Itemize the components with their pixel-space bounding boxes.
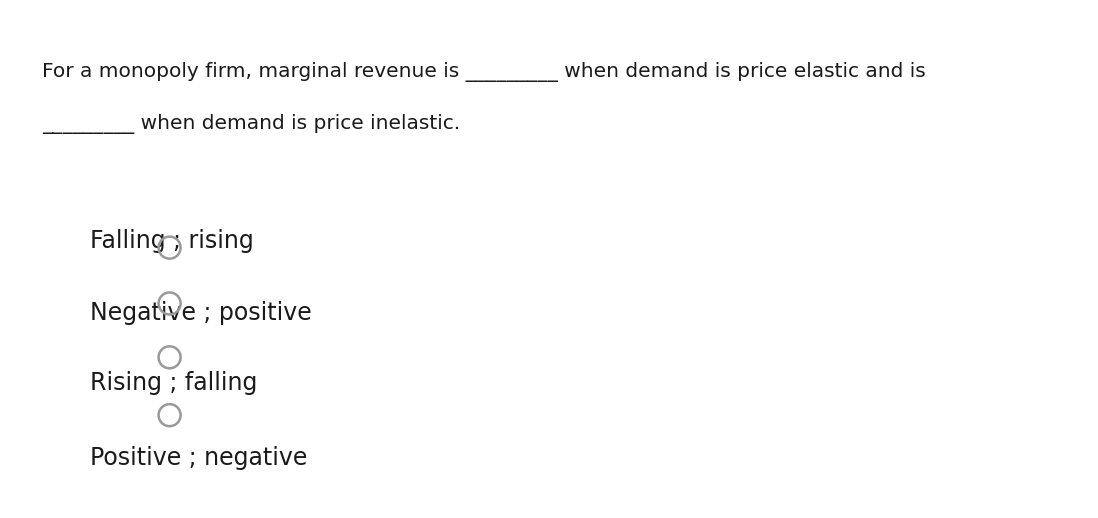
Text: For a monopoly firm, marginal revenue is _________ when demand is price elastic : For a monopoly firm, marginal revenue is… bbox=[42, 62, 926, 82]
Text: Positive ; negative: Positive ; negative bbox=[90, 447, 307, 470]
Text: Rising ; falling: Rising ; falling bbox=[90, 371, 257, 395]
Text: Falling ; rising: Falling ; rising bbox=[90, 229, 254, 253]
Text: _________ when demand is price inelastic.: _________ when demand is price inelastic… bbox=[42, 114, 460, 134]
Text: Negative ; positive: Negative ; positive bbox=[90, 301, 312, 325]
